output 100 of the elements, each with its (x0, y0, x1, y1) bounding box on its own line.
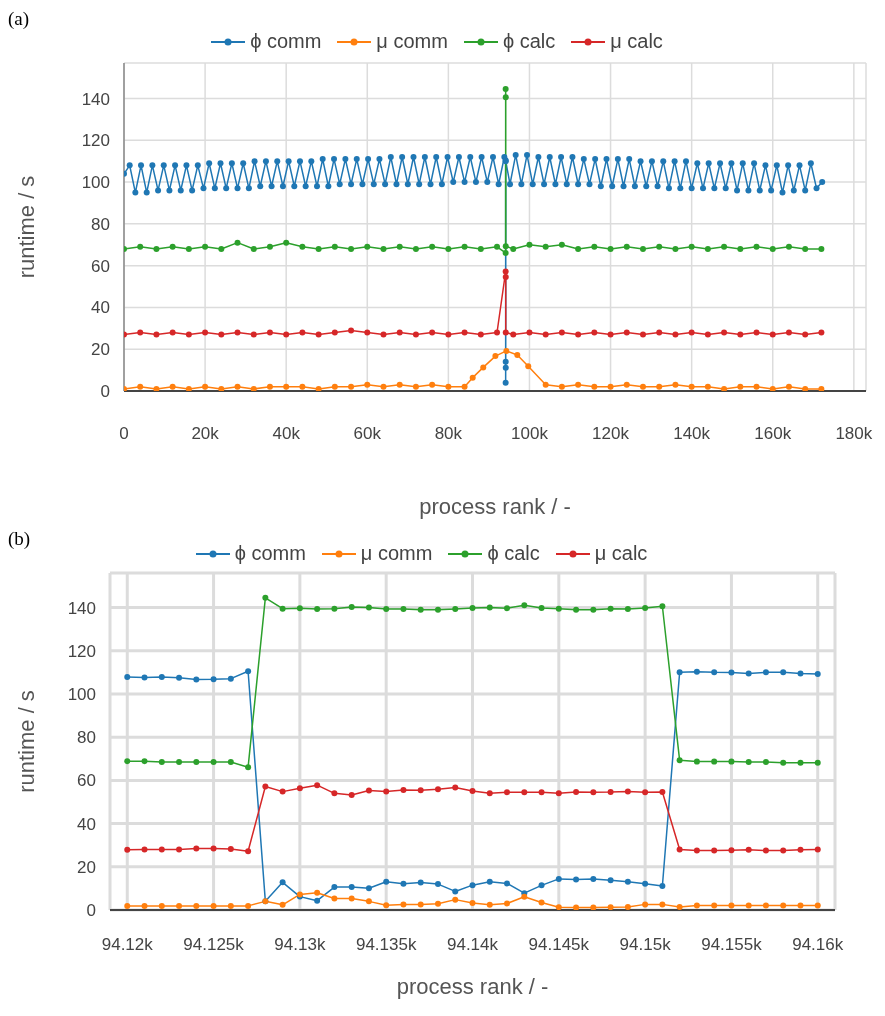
point (514, 352, 521, 359)
point (383, 606, 390, 613)
point (656, 383, 663, 390)
point (802, 331, 809, 338)
point (642, 880, 649, 887)
point (591, 243, 598, 250)
point (492, 353, 499, 360)
point (745, 759, 752, 766)
point (769, 331, 776, 338)
point (193, 676, 200, 683)
point (693, 902, 700, 909)
legend-label: ϕ comm (234, 542, 306, 565)
point (348, 327, 355, 334)
point (396, 381, 403, 388)
point (737, 245, 744, 252)
point (124, 902, 131, 909)
point (176, 846, 183, 853)
point (299, 383, 306, 390)
point (486, 901, 493, 908)
chart-title: (b) (8, 528, 31, 550)
point (607, 877, 614, 884)
point (348, 245, 355, 252)
point (279, 901, 286, 908)
point (434, 881, 441, 888)
point (383, 902, 390, 909)
point (607, 245, 614, 252)
x-tick-label: 160k (754, 424, 792, 444)
point (711, 669, 718, 676)
point (502, 329, 509, 336)
point (348, 603, 355, 610)
point (469, 605, 476, 611)
point (704, 245, 711, 252)
point (412, 245, 419, 252)
point (417, 787, 424, 794)
point (176, 759, 183, 766)
point (461, 243, 468, 250)
point (676, 846, 683, 853)
point (688, 329, 695, 336)
point (365, 885, 372, 892)
point (802, 385, 809, 391)
point (412, 331, 419, 338)
point (737, 383, 744, 390)
point (218, 245, 225, 252)
point (469, 374, 476, 381)
chart-title: (a) (8, 8, 30, 30)
point (234, 329, 241, 336)
point (607, 605, 614, 612)
y-tick-label: 60 (91, 256, 110, 276)
point (656, 329, 663, 336)
point (445, 245, 452, 252)
point (469, 787, 476, 794)
point (452, 606, 459, 613)
point (331, 895, 338, 902)
point (445, 383, 452, 390)
point (141, 758, 148, 765)
point (185, 385, 192, 391)
x-tick-label: 20k (191, 424, 220, 444)
point (780, 902, 787, 909)
point (383, 878, 390, 885)
point (364, 329, 371, 336)
point (279, 605, 286, 612)
point (400, 606, 407, 613)
x-tick-label: 94.155k (701, 935, 763, 955)
point (348, 884, 355, 891)
point (124, 846, 131, 853)
x-tick-label: 0 (119, 424, 129, 444)
point (494, 329, 501, 336)
point (124, 673, 131, 680)
legend-label: ϕ calc (487, 542, 540, 565)
point (555, 875, 562, 882)
y-axis-title: runtime / s (13, 690, 39, 793)
point (502, 268, 509, 275)
point (364, 243, 371, 250)
point (640, 383, 646, 390)
point (642, 789, 649, 796)
y-axis-title: runtime / s (13, 175, 39, 279)
y-tick-label: 0 (86, 901, 96, 921)
point (331, 790, 338, 797)
point (623, 243, 630, 250)
point (227, 846, 234, 853)
point (396, 329, 403, 336)
point (141, 674, 148, 681)
point (137, 329, 144, 336)
point (227, 902, 234, 909)
point (193, 902, 200, 909)
point (504, 789, 511, 796)
point (314, 897, 321, 904)
point (296, 785, 303, 792)
x-tick-label: 180k (835, 424, 873, 444)
point (461, 329, 468, 336)
point (314, 606, 321, 613)
point (676, 669, 683, 676)
point (728, 902, 735, 909)
point (797, 902, 804, 909)
point (659, 603, 666, 610)
point (153, 245, 160, 252)
point (785, 243, 792, 250)
point (314, 889, 321, 896)
point (555, 605, 562, 612)
point (383, 788, 390, 795)
